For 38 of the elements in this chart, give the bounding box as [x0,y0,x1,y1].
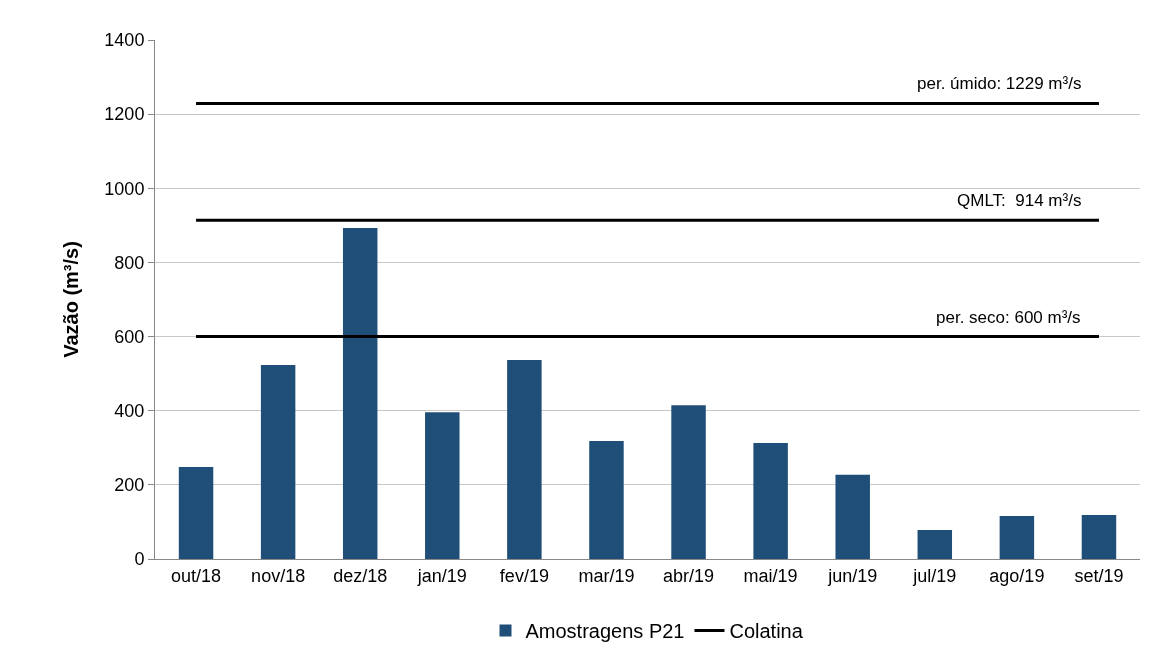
bar [342,227,378,559]
bar [507,359,542,559]
x-tick-label: jul/19 [912,565,957,586]
y-tick-label: 1200 [104,104,145,125]
y-tick-label: 400 [114,401,145,422]
x-tick-label: abr/19 [663,565,715,586]
x-tick-label: fev/19 [499,565,549,586]
bar [425,412,460,559]
ref-line-label: QMLT: 914 m³/s [957,191,1082,210]
bar [1081,514,1117,559]
x-tick-label: set/19 [1074,565,1124,586]
y-tick-label: 200 [114,475,145,496]
y-tick-label: 1400 [104,30,145,51]
bar [671,405,706,559]
bar [753,442,788,559]
bar [917,530,953,559]
y-tick-label: 0 [134,549,145,570]
legend-label: Colatina [729,620,804,643]
y-axis-title: Vazão (m³/s) [59,241,82,358]
x-tick-label: nov/18 [251,565,306,586]
bar [178,467,214,559]
bar [835,474,870,559]
x-tick-label: jan/19 [416,565,467,586]
x-tick-label: mar/19 [578,565,635,586]
x-tick-label: ago/19 [989,565,1045,586]
ref-line-label: per. seco: 600 m³/s [936,308,1081,327]
bar [260,365,296,559]
x-tick-label: mai/19 [743,565,798,586]
x-tick-label: jun/19 [827,565,878,586]
ref-line-label: per. úmido: 1229 m³/s [917,74,1082,93]
bar [999,516,1035,559]
legend-label: Amostragens P21 [525,620,685,643]
y-tick-label: 800 [114,252,145,273]
y-tick-label: 1000 [104,178,145,199]
y-tick-label: 600 [114,326,145,347]
x-tick-label: dez/18 [333,565,388,586]
bar [589,441,624,559]
x-tick-label: out/18 [171,565,222,586]
